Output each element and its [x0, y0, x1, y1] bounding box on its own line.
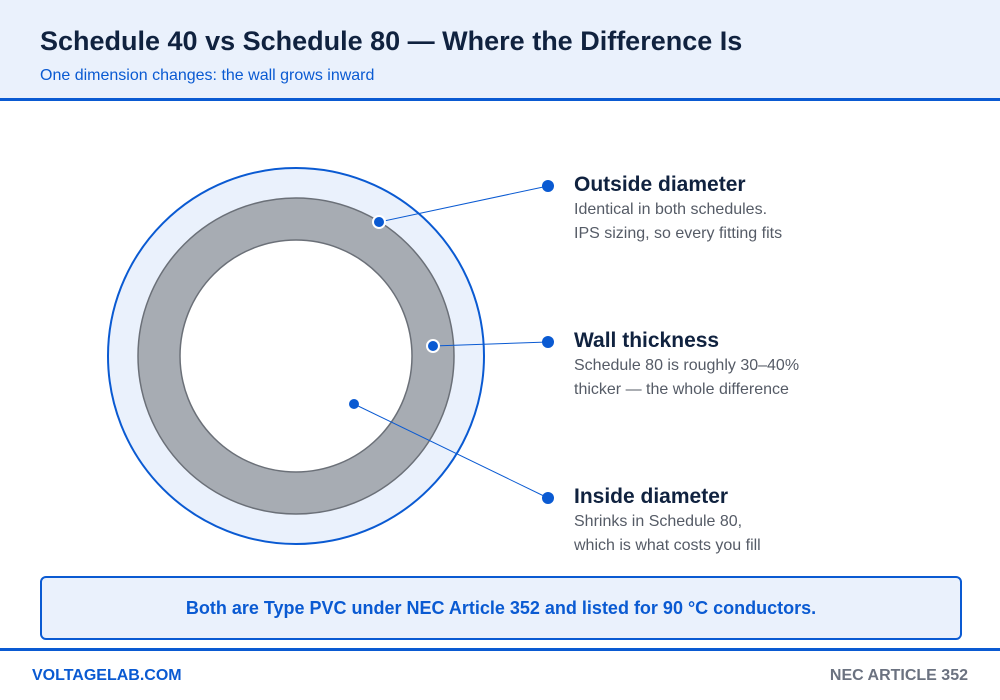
leader-line-outside-diameter: [378, 185, 549, 223]
callout-text: thicker — the whole difference: [574, 381, 789, 398]
leader-line-wall-thickness: [432, 341, 549, 347]
footer-divider: [0, 648, 1000, 651]
marker-inside-diameter: [349, 399, 359, 409]
callout-wall-thickness: Wall thickness Schedule 80 is roughly 30…: [574, 328, 974, 402]
callout-inside-diameter: Inside diameter Shrinks in Schedule 80, …: [574, 484, 974, 558]
callout-title: Inside diameter: [574, 485, 729, 508]
anchor-inside-diameter: [542, 492, 554, 504]
callout-text: Schedule 80 is roughly 30–40%: [574, 357, 800, 374]
note-box: Both are Type PVC under NEC Article 352 …: [40, 576, 962, 640]
callout-title: Wall thickness: [574, 329, 720, 352]
anchor-wall-thickness: [542, 336, 554, 348]
marker-outside-diameter: [372, 215, 386, 229]
pipe-cross-section-diagram: [107, 167, 554, 545]
callout-outside-diameter: Outside diameter Identical in both sched…: [574, 172, 974, 246]
header-banner: Schedule 40 vs Schedule 80 — Where the D…: [0, 0, 1000, 101]
callout-text: IPS sizing, so every fitting fits: [574, 225, 783, 242]
page-subtitle: One dimension changes: the wall grows in…: [40, 67, 375, 84]
callout-text: which is what costs you fill: [574, 537, 761, 554]
footer-reference: NEC ARTICLE 352: [829, 667, 968, 684]
footer-site-name: VOLTAGELAB.COM: [32, 667, 182, 684]
anchor-outside-diameter: [542, 180, 554, 192]
callout-text: Shrinks in Schedule 80,: [574, 513, 743, 530]
callout-title: Outside diameter: [574, 173, 746, 196]
leader-line-inside-diameter: [353, 403, 549, 499]
note-text: Both are Type PVC under NEC Article 352 …: [185, 597, 817, 618]
inside-bore: [179, 239, 413, 473]
callout-text: Identical in both schedules.: [574, 201, 768, 218]
marker-wall-thickness: [426, 339, 440, 353]
page-title: Schedule 40 vs Schedule 80 — Where the D…: [40, 26, 743, 56]
